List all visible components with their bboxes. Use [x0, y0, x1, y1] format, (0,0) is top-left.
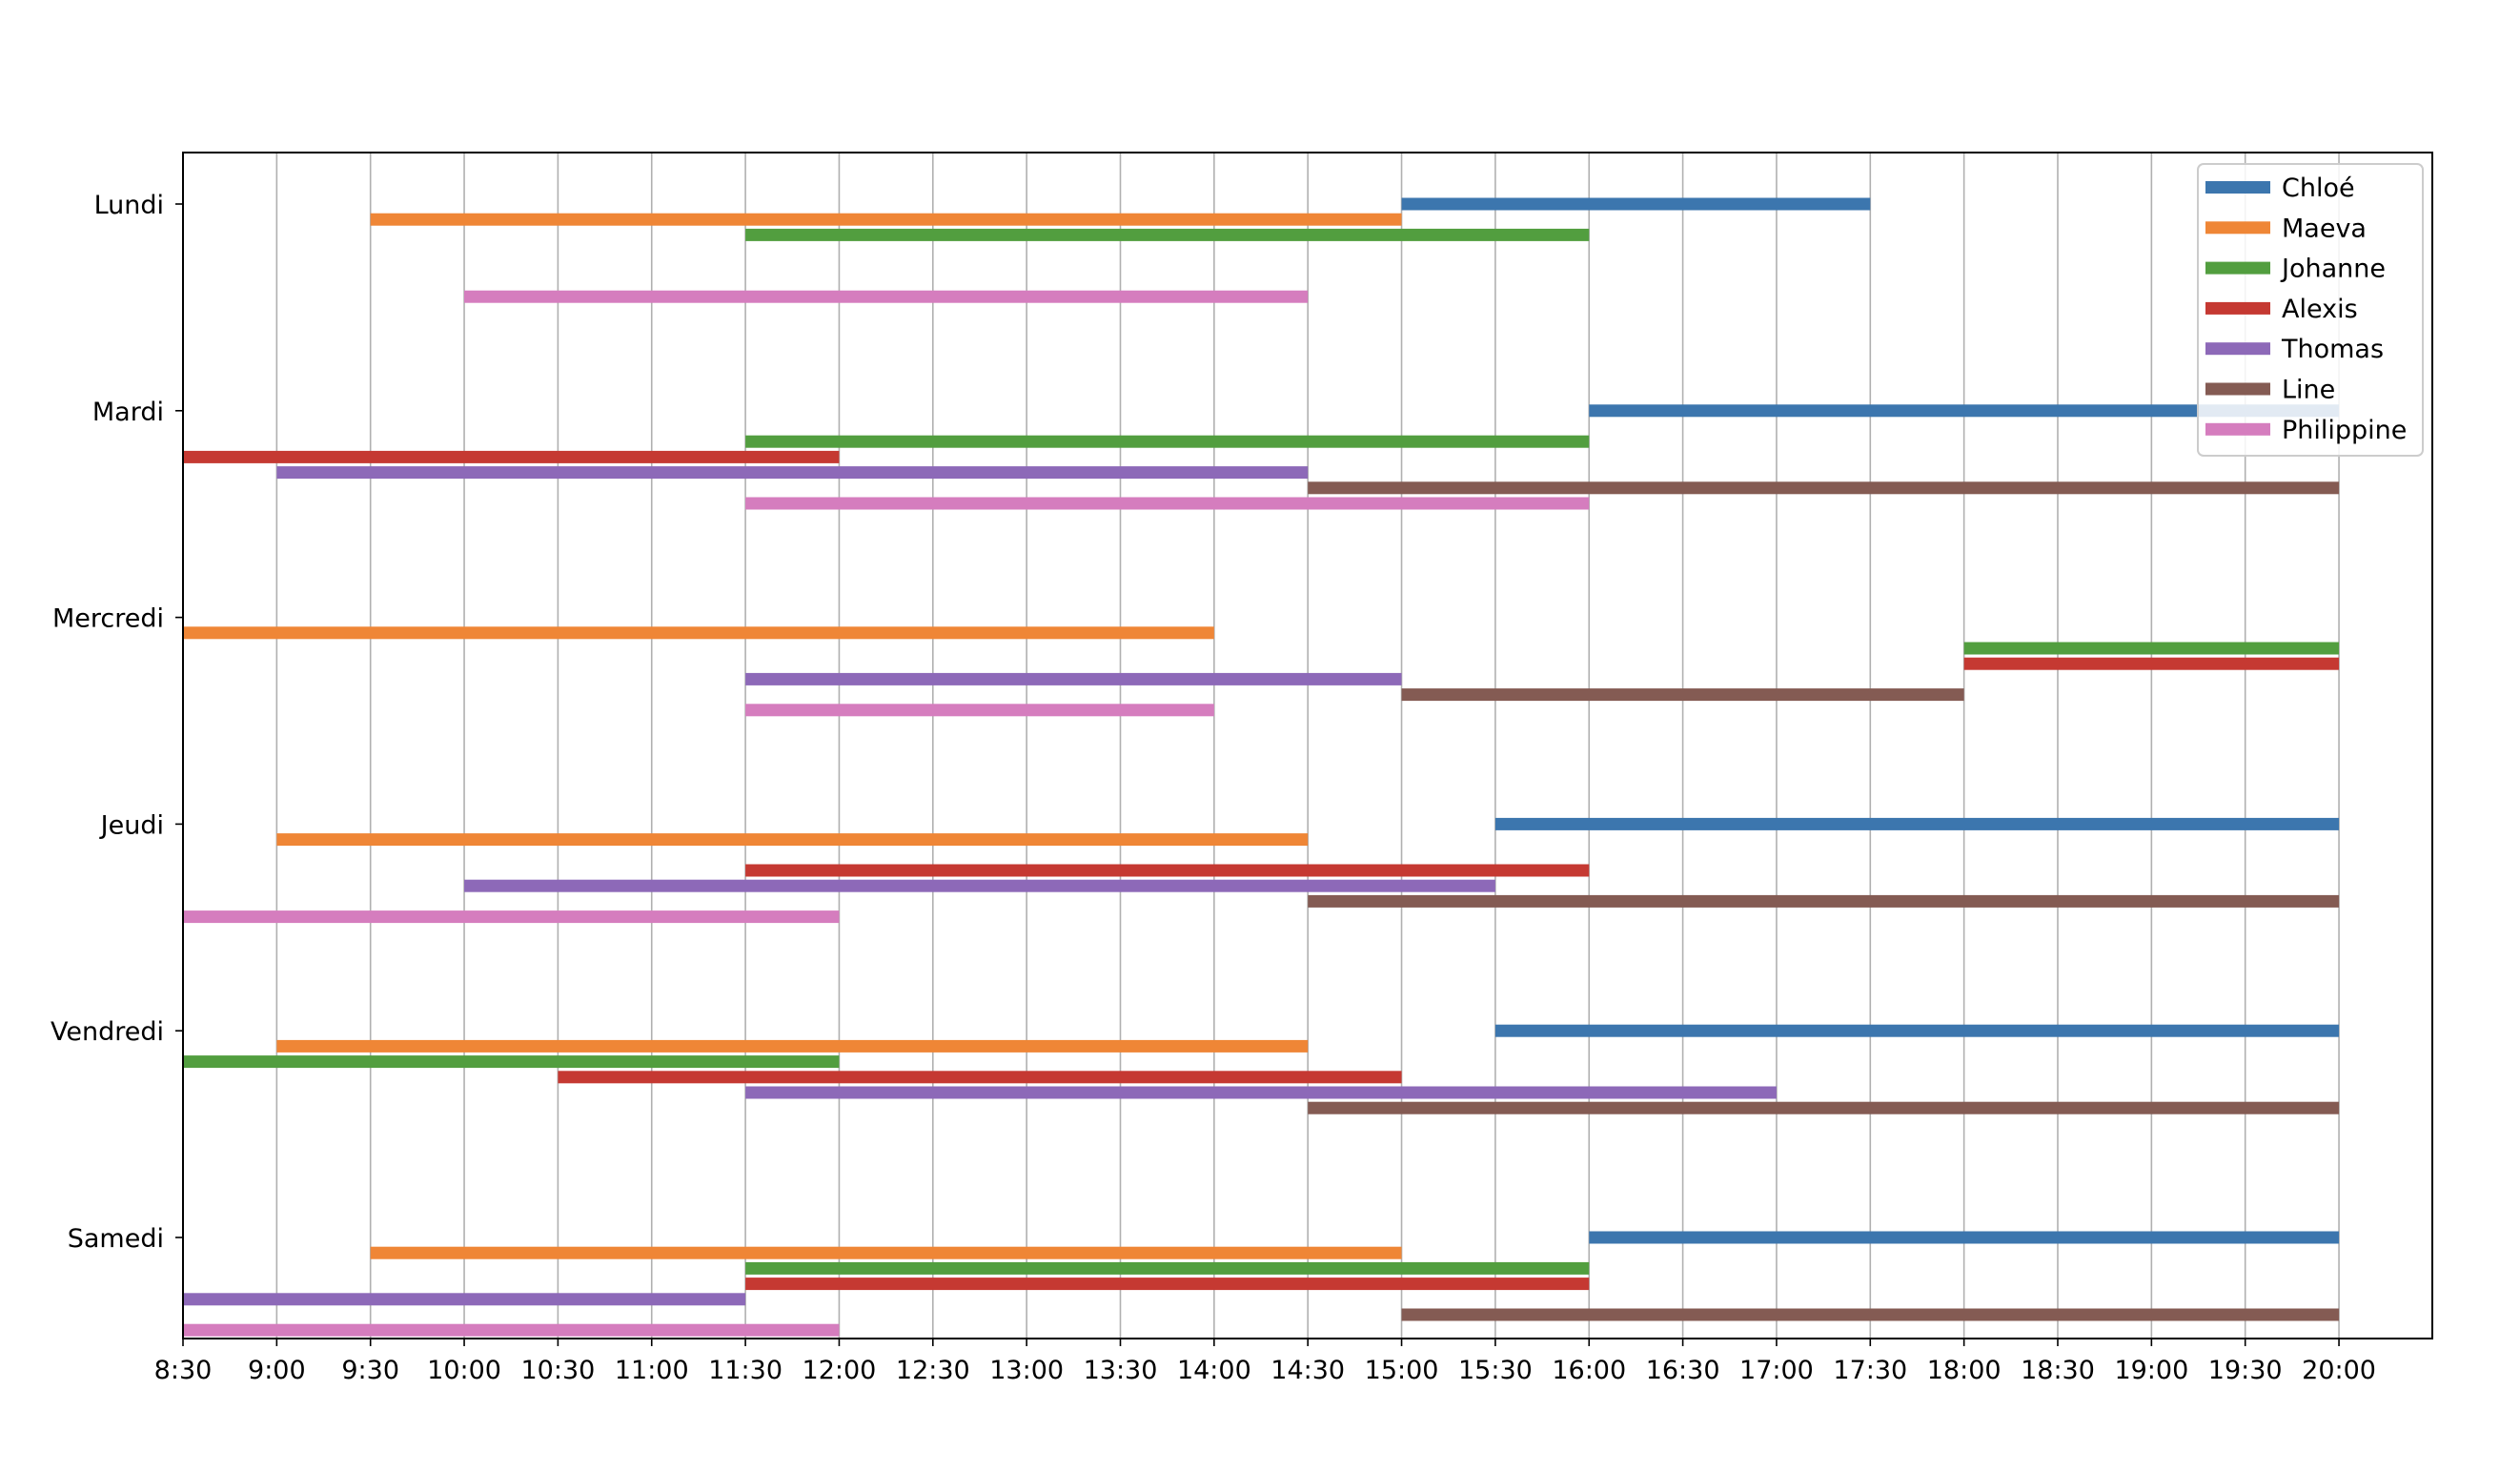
shift-bar-line-vendredi [1308, 1101, 2340, 1114]
shift-bar-chlo-lundi [1401, 197, 1871, 211]
shift-bar-line-jeudi [1308, 894, 2340, 908]
shift-bar-thomas-mercredi [745, 672, 1402, 685]
legend-swatch [2205, 301, 2270, 315]
shift-bar-johanne-mercredi [1963, 642, 2340, 655]
shift-bar-alexis-mardi [183, 450, 840, 463]
y-tick-label: Lundi [94, 191, 164, 220]
x-tick-label: 16:00 [1552, 1356, 1626, 1385]
shift-bars [183, 197, 2340, 1337]
x-tick-label: 13:30 [1084, 1356, 1158, 1385]
x-tick-label: 14:00 [1177, 1356, 1251, 1385]
x-tick-label: 17:30 [1833, 1356, 1907, 1385]
legend-label: Line [2282, 376, 2335, 405]
shift-bar-line-samedi [1401, 1308, 2340, 1321]
x-tick-label: 13:00 [989, 1356, 1064, 1385]
shift-bar-thomas-vendredi [745, 1086, 1777, 1099]
x-tick-label: 10:00 [427, 1356, 501, 1385]
x-tick-label: 18:00 [1927, 1356, 2002, 1385]
x-tick-label: 8:30 [154, 1356, 213, 1385]
shift-bar-philippine-mardi [745, 497, 1590, 510]
shift-bar-maeva-jeudi [276, 833, 1309, 847]
shift-bar-alexis-vendredi [558, 1071, 1402, 1084]
shift-bar-thomas-samedi [183, 1293, 746, 1306]
shift-bar-maeva-samedi [370, 1246, 1402, 1259]
shift-bar-thomas-mardi [276, 466, 1309, 480]
x-gridlines [182, 153, 2340, 1339]
x-tick-label: 15:00 [1365, 1356, 1439, 1385]
shift-bar-line-mardi [1308, 481, 2340, 495]
legend-label: Chloé [2282, 174, 2355, 203]
legend-swatch [2205, 261, 2270, 275]
shift-bar-johanne-vendredi [183, 1055, 840, 1069]
y-axis: Lundi Mardi Mercredi Jeudi Vendredi Samedi [51, 191, 183, 1254]
x-tick-label: 10:30 [520, 1356, 595, 1385]
shift-bar-philippine-jeudi [183, 910, 840, 924]
x-tick-label: 20:00 [2302, 1356, 2376, 1385]
x-tick-label: 19:00 [2114, 1356, 2188, 1385]
shift-bar-alexis-jeudi [745, 864, 1590, 877]
x-tick-label: 9:00 [248, 1356, 306, 1385]
shift-bar-alexis-mercredi [1963, 657, 2340, 670]
y-tick-label: Jeudi [99, 810, 164, 840]
legend-label: Maeva [2282, 214, 2367, 243]
shift-bar-thomas-jeudi [464, 879, 1495, 892]
legend-swatch [2205, 342, 2270, 356]
shift-bar-philippine-samedi [183, 1323, 840, 1337]
x-tick-label: 14:30 [1270, 1356, 1345, 1385]
legend-swatch [2205, 221, 2270, 235]
legend-swatch [2205, 382, 2270, 396]
shift-bar-chlo-vendredi [1494, 1024, 2340, 1037]
x-tick-label: 19:30 [2208, 1356, 2283, 1385]
x-tick-label: 11:00 [615, 1356, 689, 1385]
shift-bar-philippine-mercredi [745, 704, 1214, 717]
shift-bar-line-mercredi [1401, 688, 1964, 702]
shift-bar-maeva-mercredi [183, 626, 1214, 640]
y-tick-label: Mardi [92, 398, 164, 427]
x-tick-label: 18:30 [2021, 1356, 2095, 1385]
legend-swatch [2205, 181, 2270, 194]
legend-swatch [2205, 422, 2270, 436]
legend-label: Johanne [2280, 255, 2386, 284]
y-tick-label: Vendredi [51, 1017, 164, 1047]
x-tick-label: 17:00 [1739, 1356, 1814, 1385]
x-tick-label: 9:30 [341, 1356, 399, 1385]
shift-bar-chlo-mardi [1589, 404, 2340, 418]
x-tick-label: 15:30 [1458, 1356, 1533, 1385]
legend: Chloé Maeva Johanne Alexis Thomas Line Philipp… [2197, 163, 2424, 457]
y-tick-label: Mercredi [52, 604, 164, 634]
y-tick-label: Samedi [68, 1224, 164, 1254]
shift-bar-chlo-jeudi [1494, 817, 2340, 830]
legend-label: Philippine [2282, 416, 2407, 445]
x-tick-label: 12:00 [803, 1356, 877, 1385]
x-tick-label: 12:30 [896, 1356, 970, 1385]
legend-label: Thomas [2281, 335, 2384, 364]
x-axis: 8:30 9:00 9:30 10:00 10:30 11:00 11:30 12:00 12:… [154, 1339, 2376, 1385]
legend-label: Alexis [2282, 295, 2358, 324]
shift-bar-philippine-lundi [464, 290, 1309, 303]
x-tick-label: 11:30 [708, 1356, 782, 1385]
shift-bar-maeva-vendredi [276, 1039, 1309, 1053]
shift-bar-chlo-samedi [1589, 1231, 2340, 1244]
x-tick-label: 16:30 [1646, 1356, 1720, 1385]
shift-bar-johanne-mardi [745, 435, 1590, 448]
shift-bar-alexis-samedi [745, 1278, 1590, 1291]
shift-bar-maeva-lundi [370, 213, 1402, 226]
shift-bar-johanne-lundi [745, 228, 1590, 241]
shift-bar-johanne-samedi [745, 1261, 1590, 1275]
